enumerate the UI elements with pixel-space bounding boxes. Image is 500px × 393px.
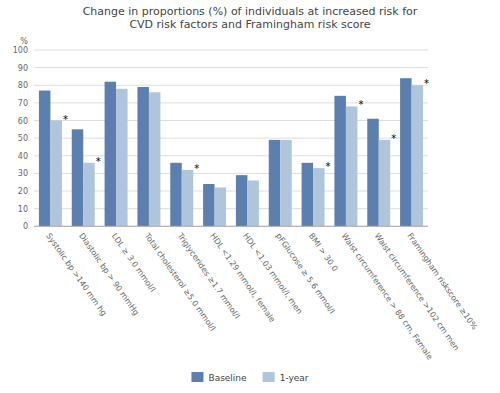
y-axis-label: %	[20, 37, 28, 46]
x-tick-label: Diastolic bp > 90 mmHg	[77, 231, 141, 317]
bar	[72, 129, 83, 226]
bars	[39, 78, 423, 226]
grid-line	[34, 226, 428, 227]
bar	[302, 163, 313, 226]
y-tick-label: 20	[18, 187, 28, 196]
y-tick-label: 100	[13, 46, 28, 55]
y-tick-label: 50	[18, 134, 28, 143]
bar	[280, 140, 291, 226]
annotation: *	[96, 156, 101, 167]
bar	[247, 180, 258, 226]
annotation: *	[194, 163, 199, 174]
bar	[39, 91, 50, 227]
bar	[149, 92, 160, 226]
bar	[50, 121, 61, 227]
x-tick-label: HDL <1.03 mmol/l, men	[241, 231, 304, 315]
x-tick-label: Framingham riskscore ≥10%	[405, 231, 479, 331]
x-tick-label: Triglycerides ≥1.7 mmol/l	[175, 231, 242, 321]
bar	[170, 163, 181, 226]
y-tick-label: 60	[18, 117, 28, 126]
annotation: *	[63, 114, 68, 125]
bar	[269, 140, 280, 226]
bar	[203, 184, 214, 226]
legend-swatch	[263, 372, 275, 382]
y-tick-label: 0	[23, 222, 28, 231]
grid	[34, 50, 428, 226]
annotation: *	[424, 78, 429, 89]
bar	[412, 85, 423, 226]
bar	[137, 87, 148, 226]
bar	[346, 106, 357, 226]
bar	[83, 163, 94, 226]
bar	[215, 188, 226, 227]
background	[0, 0, 500, 393]
grid-line	[34, 50, 428, 51]
annotation: *	[391, 133, 396, 144]
y-tick-label: 70	[18, 99, 28, 108]
grid-line	[34, 85, 428, 86]
legend-label: 1-year	[280, 373, 309, 383]
legend: Baseline 1-year	[191, 372, 308, 383]
grid-line	[34, 67, 428, 68]
bar	[182, 170, 193, 226]
title: Change in proportions (%) of individuals…	[83, 5, 418, 31]
bar	[116, 89, 127, 227]
y-tick-label: 40	[18, 152, 28, 161]
bar	[105, 82, 116, 227]
y-tick-label: 30	[18, 169, 28, 178]
x-tick-label: Total cholesterol ≥5.0 mmol/l	[142, 231, 217, 333]
annotation: *	[326, 161, 331, 172]
bar	[334, 96, 345, 226]
y-tick-label: 90	[18, 64, 28, 73]
x-tick-label: BMI > 30.0	[307, 231, 340, 272]
y-tick-label: 10	[18, 205, 28, 214]
x-tick-label: pFGlucose ≥ 5.6 mmol/l	[274, 231, 337, 315]
legend-swatch	[191, 372, 203, 382]
annotation: *	[358, 99, 363, 110]
x-axis-line	[34, 226, 428, 227]
x-tick-label: HDL <1.29 mmol/l, female	[208, 231, 277, 323]
bar	[236, 175, 247, 226]
y-tick-label: 80	[18, 81, 28, 90]
bar	[379, 140, 390, 226]
bar	[400, 78, 411, 226]
grid-line	[34, 102, 428, 103]
bar	[367, 119, 378, 227]
bar	[313, 168, 324, 226]
chart: Change in proportions (%) of individuals…	[0, 0, 500, 393]
legend-label: Baseline	[208, 373, 247, 383]
x-tick-label: Systolic bp >140 mm hg	[44, 231, 108, 317]
